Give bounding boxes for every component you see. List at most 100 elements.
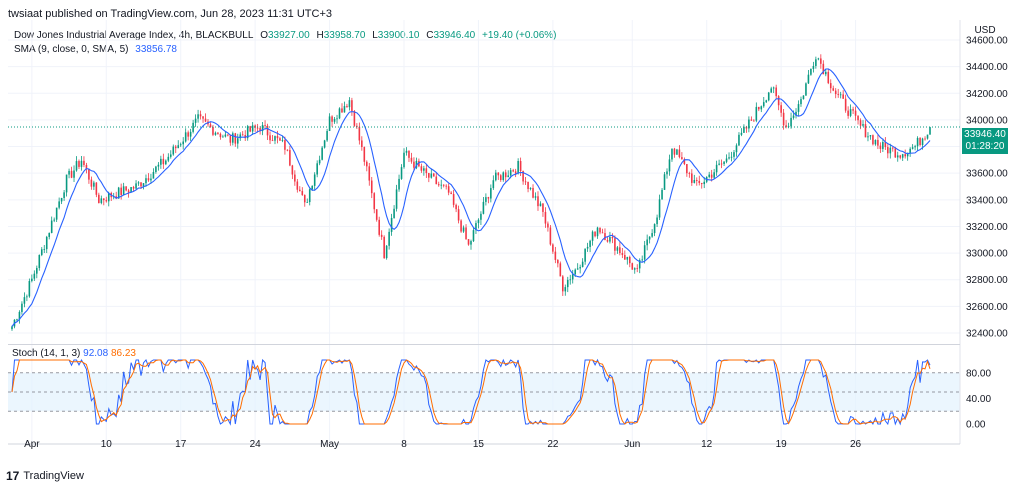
candle-body [576,268,579,270]
candle-body [663,174,666,190]
candle-body [775,87,777,97]
candle-body [777,96,780,106]
ohlc-change: +19.40 (+0.06%) [482,30,557,41]
candle-body [502,172,505,180]
candle-body [601,232,604,234]
candle-body [140,182,142,187]
candle-body [628,256,631,264]
candle-body [162,158,165,165]
price-tick-label: 32800.00 [966,275,1008,286]
candle-body [671,148,673,160]
candle-body [18,311,21,320]
candle-body [155,166,157,173]
candle-body [370,180,373,194]
price-tick-label: 32600.00 [966,302,1008,313]
candle-body [338,108,341,119]
candle-body [45,236,48,250]
price-tick-label: 33200.00 [966,222,1008,233]
candle-body [194,118,197,123]
candle-body [410,157,413,162]
candle-body [418,160,420,167]
candle-body [616,247,619,251]
candle-body [490,188,492,199]
candle-body [301,191,304,196]
symbol-label[interactable]: Dow Jones Industrial Average Index, 4h, … [14,30,254,41]
candle-body [137,182,140,184]
tradingview-footer[interactable]: 17 TradingView [6,469,84,483]
candle-body [609,237,611,242]
candle-body [103,198,105,201]
candle-body [31,278,33,282]
candle-body [924,138,926,140]
candle-body [395,189,398,209]
candle-body [281,140,284,141]
stoch-k-line [11,358,931,426]
candle-body [581,261,584,268]
candle-body [919,137,921,145]
candle-body [782,112,785,126]
candle-body [519,161,522,172]
candle-body [643,245,646,260]
candle-body [435,176,438,185]
candle-body [514,171,517,174]
published-line: twsiaat published on TradingView.com, Ju… [8,8,332,20]
tradingview-logo-icon: 17 [6,469,20,483]
candle-body [633,268,636,270]
candle-body [750,119,753,121]
candle-body [745,126,748,129]
sma-label[interactable]: SMA (9, close, 0, SMA, 5) [14,44,129,55]
candle-body [527,181,529,189]
candle-body [442,184,445,186]
candle-body [472,230,475,242]
last-price: 33946.40 [964,129,1006,140]
candle-body [715,164,718,173]
candle-body [172,146,175,155]
candle-body [586,246,589,249]
candle-body [244,135,247,139]
candle-body [504,172,507,178]
candle-body [470,241,472,245]
candle-body [495,172,497,181]
candle-body [899,155,902,158]
candle-body [457,209,460,221]
candle-body [289,150,291,166]
candle-body [363,147,366,162]
candle-body [849,109,852,116]
candle-body [73,170,75,178]
candle-body [452,193,455,205]
candle-body [100,198,103,204]
candle-body [368,166,371,181]
candle-body [686,164,688,174]
candle-body [60,197,63,202]
bar-countdown: 01:28:20 [965,141,1005,152]
candle-body [53,219,55,221]
candle-body [730,156,733,158]
candle-body [117,187,120,199]
candle-body [236,138,239,144]
candle-body [11,326,13,330]
candle-body [626,256,629,260]
candle-body [202,116,204,119]
candle-body [532,187,534,198]
candle-body [710,174,713,178]
candle-body [432,173,435,177]
candle-body [524,181,527,183]
sma-legend: SMA (9, close, 0, SMA, 5) 33856.78 [14,44,181,55]
candle-body [274,136,276,141]
candle-body [33,273,36,279]
candle-body [480,213,482,220]
candle-body [318,159,321,164]
candle-body [802,95,805,100]
sma-value: 33856.78 [135,44,177,55]
ohlc-close: C33946.40 [426,30,476,41]
stoch-label[interactable]: Stoch (14, 1, 3) [12,348,81,359]
candle-body [725,158,728,162]
candle-body [854,110,857,116]
candle-body [80,160,83,167]
price-tick-label: 34400.00 [966,62,1008,73]
candle-body [167,156,170,161]
candle-body [691,173,693,183]
candle-body [95,182,98,195]
candle-body [303,195,306,203]
